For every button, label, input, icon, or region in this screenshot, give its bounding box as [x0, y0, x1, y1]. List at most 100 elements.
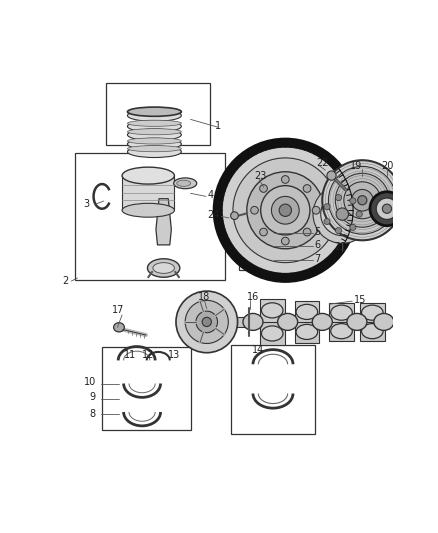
Circle shape — [312, 206, 320, 214]
Text: 6: 6 — [314, 240, 321, 250]
Bar — [218, 317, 341, 327]
Ellipse shape — [173, 178, 197, 189]
Bar — [360, 322, 385, 341]
Circle shape — [328, 166, 396, 234]
Circle shape — [324, 204, 330, 210]
Ellipse shape — [127, 109, 181, 116]
Circle shape — [336, 195, 342, 201]
Circle shape — [196, 311, 218, 333]
Bar — [102, 348, 191, 431]
Text: 13: 13 — [167, 350, 180, 360]
Ellipse shape — [127, 146, 181, 152]
Circle shape — [322, 160, 403, 240]
Ellipse shape — [153, 263, 174, 273]
Ellipse shape — [331, 305, 352, 320]
Ellipse shape — [261, 326, 283, 341]
Ellipse shape — [127, 129, 181, 141]
Circle shape — [176, 291, 237, 353]
Ellipse shape — [312, 313, 332, 330]
Circle shape — [321, 192, 364, 236]
Ellipse shape — [361, 305, 383, 320]
Ellipse shape — [127, 128, 181, 135]
Circle shape — [352, 189, 373, 211]
Circle shape — [336, 173, 389, 227]
Text: 5: 5 — [314, 227, 321, 237]
Circle shape — [324, 219, 330, 224]
Circle shape — [336, 228, 342, 233]
Bar — [294, 301, 319, 327]
Ellipse shape — [296, 325, 318, 340]
Text: 12: 12 — [142, 350, 155, 360]
Ellipse shape — [127, 110, 181, 122]
Circle shape — [261, 185, 310, 235]
Ellipse shape — [261, 303, 283, 318]
Circle shape — [376, 198, 398, 220]
Ellipse shape — [296, 304, 318, 319]
Circle shape — [247, 172, 324, 249]
Ellipse shape — [122, 167, 174, 184]
Bar — [231, 345, 314, 433]
Circle shape — [231, 212, 238, 220]
Circle shape — [272, 196, 299, 224]
Ellipse shape — [127, 146, 181, 158]
Text: 2: 2 — [62, 276, 68, 286]
Bar — [106, 83, 210, 145]
Text: 8: 8 — [90, 409, 96, 419]
Circle shape — [330, 202, 355, 227]
Circle shape — [350, 224, 356, 230]
Bar — [260, 322, 285, 345]
Circle shape — [185, 301, 228, 343]
Bar — [360, 303, 385, 327]
Bar — [122, 175, 174, 210]
Circle shape — [279, 204, 291, 216]
Circle shape — [260, 228, 267, 236]
Ellipse shape — [122, 203, 174, 217]
Circle shape — [222, 147, 349, 273]
Ellipse shape — [127, 138, 181, 150]
Ellipse shape — [347, 313, 367, 330]
Text: 7: 7 — [314, 254, 321, 264]
Text: 15: 15 — [354, 295, 366, 305]
Text: 21: 21 — [335, 242, 347, 252]
Bar — [75, 152, 225, 280]
Text: 4: 4 — [208, 190, 214, 200]
Bar — [260, 299, 285, 327]
Circle shape — [382, 204, 392, 213]
Text: 1: 1 — [215, 120, 221, 131]
Circle shape — [356, 211, 362, 217]
Polygon shape — [156, 199, 171, 245]
Ellipse shape — [243, 313, 263, 330]
Circle shape — [336, 208, 349, 220]
Ellipse shape — [148, 259, 180, 277]
Circle shape — [350, 198, 356, 204]
Circle shape — [282, 237, 289, 245]
Text: 23: 23 — [254, 171, 267, 181]
Text: 18: 18 — [198, 292, 211, 302]
Ellipse shape — [127, 107, 181, 116]
Ellipse shape — [361, 324, 383, 338]
Text: 14: 14 — [252, 345, 265, 356]
Bar — [239, 209, 308, 270]
Circle shape — [202, 317, 212, 327]
Circle shape — [358, 196, 367, 205]
Ellipse shape — [278, 313, 298, 330]
Bar — [329, 322, 354, 341]
Text: 3: 3 — [84, 199, 90, 209]
Circle shape — [344, 182, 381, 219]
Text: 22: 22 — [316, 158, 328, 167]
Text: 24: 24 — [207, 210, 219, 220]
Text: 17: 17 — [112, 305, 124, 316]
Ellipse shape — [127, 138, 181, 144]
Circle shape — [303, 184, 311, 192]
Circle shape — [303, 228, 311, 236]
Bar — [294, 322, 319, 343]
Ellipse shape — [374, 313, 394, 330]
Text: 10: 10 — [84, 377, 96, 387]
Ellipse shape — [127, 120, 181, 132]
Text: 19: 19 — [350, 160, 362, 171]
Text: 20: 20 — [381, 160, 393, 171]
Circle shape — [251, 206, 258, 214]
Ellipse shape — [113, 322, 124, 332]
Circle shape — [233, 158, 338, 263]
Circle shape — [313, 185, 371, 244]
